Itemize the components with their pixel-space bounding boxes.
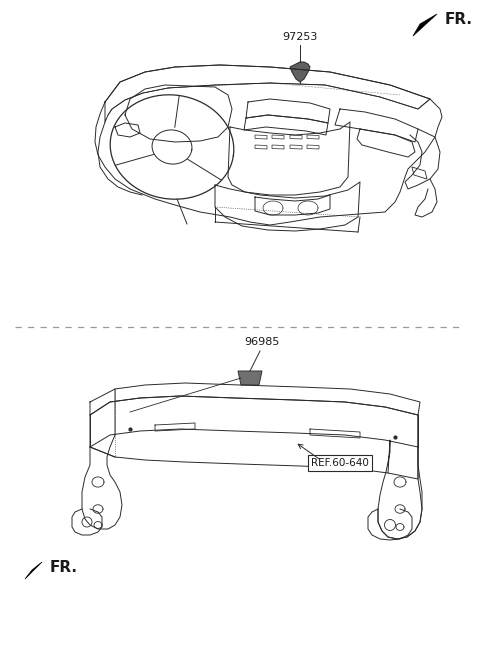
Polygon shape (413, 14, 437, 36)
Text: 97253: 97253 (282, 32, 318, 42)
Text: 96985: 96985 (244, 337, 280, 347)
Polygon shape (290, 62, 310, 82)
Polygon shape (25, 562, 42, 579)
Text: FR.: FR. (445, 12, 473, 26)
Polygon shape (238, 371, 262, 385)
Text: FR.: FR. (50, 560, 78, 574)
Text: REF.60-640: REF.60-640 (311, 458, 369, 468)
